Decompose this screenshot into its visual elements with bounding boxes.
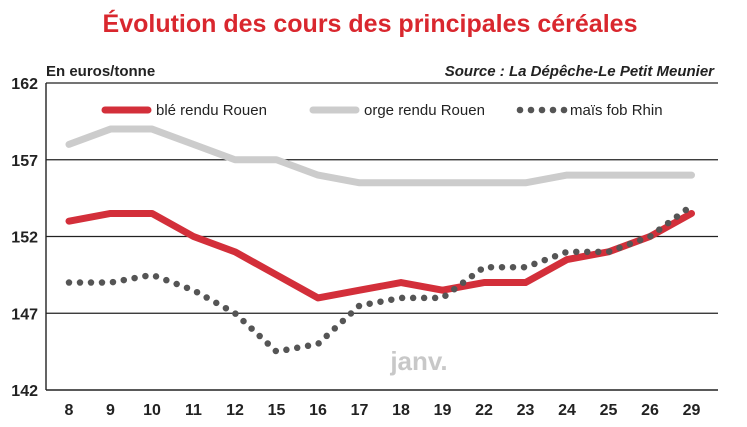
x-tick-label: 15 <box>268 402 286 419</box>
x-tick-label: 26 <box>641 402 659 419</box>
x-tick-label: 16 <box>309 402 327 419</box>
legend-label-mais: maïs fob Rhin <box>570 102 663 119</box>
legend-dot <box>560 106 568 114</box>
x-tick-label: 17 <box>351 402 369 419</box>
january-annotation: janv. <box>389 346 447 376</box>
y-tick-label: 157 <box>11 153 38 170</box>
x-tick-label: 10 <box>143 402 161 419</box>
x-tick-label: 11 <box>185 402 202 419</box>
y-tick-label: 152 <box>11 230 38 247</box>
x-tick-label: 29 <box>683 402 701 419</box>
chart-unit-label: En euros/tonne <box>46 63 155 80</box>
x-tick-label: 12 <box>226 402 244 419</box>
x-tick-label: 9 <box>106 402 115 419</box>
legend-label-orge: orge rendu Rouen <box>364 102 485 119</box>
legend-label-ble: blé rendu Rouen <box>156 102 267 119</box>
legend: blé rendu Rouen orge rendu Rouen maïs fo… <box>101 102 663 119</box>
series-line-orge <box>65 125 695 187</box>
series-line-ble <box>65 209 695 302</box>
x-tick-label: 22 <box>475 402 493 419</box>
x-tick-label: 19 <box>434 402 452 419</box>
grid-lines <box>45 82 718 391</box>
y-tick-label: 162 <box>11 76 38 93</box>
data-series <box>65 125 695 356</box>
x-axis-ticks: 8 9 10 11 12 15 16 17 18 19 22 23 24 25 26 29 <box>65 402 701 419</box>
x-tick-label: 23 <box>517 402 535 419</box>
y-tick-label: 142 <box>11 383 38 400</box>
legend-dot <box>527 106 535 114</box>
chart-title: Évolution des cours des principales céré… <box>103 9 638 38</box>
x-tick-label: 18 <box>392 402 410 419</box>
x-tick-label: 25 <box>600 402 618 419</box>
x-tick-label: 24 <box>558 402 576 419</box>
x-tick-label: 8 <box>65 402 74 419</box>
legend-dot <box>516 106 524 114</box>
legend-dot <box>538 106 546 114</box>
legend-dot <box>549 106 557 114</box>
legend-swatch-mais <box>516 106 568 114</box>
y-tick-label: 147 <box>11 306 38 323</box>
series-line-mais <box>65 202 695 356</box>
y-axis-ticks: 142 147 152 157 162 <box>11 76 38 400</box>
chart-source: Source : La Dépêche-Le Petit Meunier <box>445 63 715 80</box>
